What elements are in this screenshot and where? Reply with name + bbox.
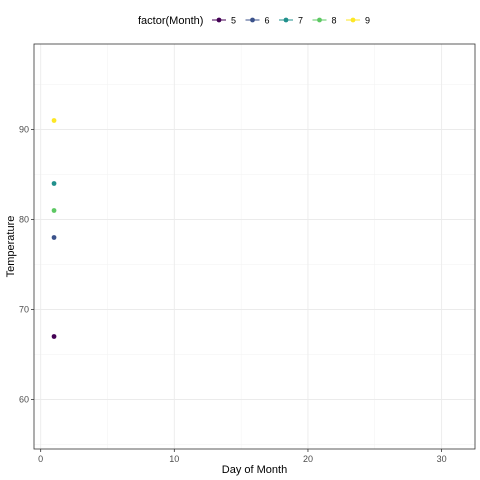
x-tick-label: 20 xyxy=(303,454,313,464)
legend-key-point xyxy=(216,17,222,23)
point-month-8 xyxy=(51,208,57,213)
point-month-5 xyxy=(51,334,57,339)
plot-panel xyxy=(34,44,475,449)
legend-key-point xyxy=(283,17,289,23)
panel-border xyxy=(33,43,476,450)
legend-item-8: 8 xyxy=(312,16,337,26)
legend-title: factor(Month) xyxy=(138,15,203,27)
legend-label: 5 xyxy=(231,16,236,26)
legend: factor(Month) 5 6 7 8 9 xyxy=(138,15,370,27)
legend-item-9: 9 xyxy=(346,16,370,26)
point-month-9 xyxy=(51,118,57,123)
x-tick-label: 30 xyxy=(437,454,447,464)
legend-label: 7 xyxy=(298,16,303,26)
legend-label: 9 xyxy=(365,16,370,26)
legend-item-7: 7 xyxy=(279,16,303,26)
y-tick-label: 60 xyxy=(19,395,29,405)
x-axis-title: Day of Month xyxy=(222,464,287,476)
legend-key-point xyxy=(250,17,255,23)
y-tick-label: 90 xyxy=(19,125,29,135)
point-month-7 xyxy=(51,181,57,186)
legend-key-point xyxy=(317,17,322,23)
y-axis: 60 70 80 90 xyxy=(19,125,34,405)
y-axis-title: Temperature xyxy=(5,216,17,278)
legend-item-6: 6 xyxy=(245,16,270,26)
x-axis: 0 10 20 30 xyxy=(38,449,447,464)
legend-label: 8 xyxy=(332,16,337,26)
point-month-6 xyxy=(51,235,57,240)
x-tick-label: 0 xyxy=(38,454,43,464)
data-points xyxy=(51,118,57,339)
legend-key-point xyxy=(350,17,356,23)
y-tick-label: 70 xyxy=(19,305,29,315)
x-tick-label: 10 xyxy=(169,454,179,464)
gridlines xyxy=(34,44,475,449)
legend-label: 6 xyxy=(265,16,270,26)
legend-item-5: 5 xyxy=(212,16,236,26)
y-tick-label: 80 xyxy=(19,215,29,225)
